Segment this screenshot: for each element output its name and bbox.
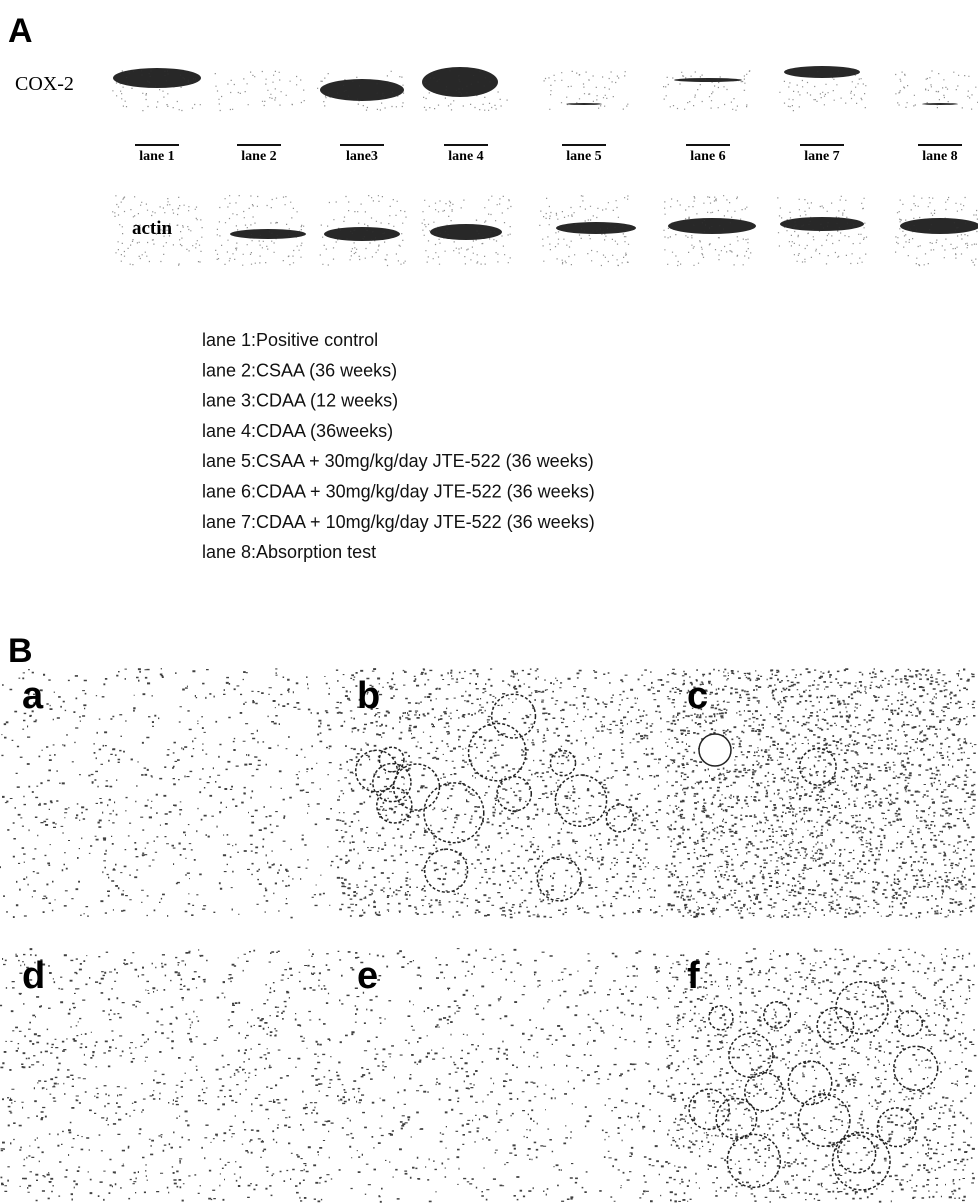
tissue-texture bbox=[335, 668, 665, 919]
vacuole bbox=[836, 1134, 877, 1174]
vacuole bbox=[490, 693, 537, 739]
micrograph: a bbox=[0, 668, 334, 919]
band bbox=[320, 79, 404, 101]
vacuole bbox=[744, 1071, 784, 1112]
micrograph: d bbox=[0, 948, 334, 1203]
legend-line: lane 8:Absorption test bbox=[202, 542, 376, 562]
cox2-label: COX-2 bbox=[15, 73, 74, 95]
blot bbox=[112, 66, 978, 267]
vacuole bbox=[549, 749, 577, 777]
vacuole bbox=[554, 774, 608, 827]
histology: a b c d e f bbox=[0, 668, 977, 1203]
tissue-texture bbox=[665, 948, 977, 1203]
tissue-texture bbox=[665, 668, 977, 919]
vacuole bbox=[605, 804, 635, 833]
vacuole bbox=[816, 1006, 855, 1045]
panel-letter: e bbox=[357, 955, 378, 997]
legend-line: lane 1:Positive control bbox=[202, 330, 378, 350]
vacuole bbox=[708, 1005, 734, 1031]
tissue-texture bbox=[336, 948, 664, 1203]
lane-label: lane 5 bbox=[566, 149, 601, 164]
lane-label: lane 2 bbox=[241, 149, 276, 164]
vacuole bbox=[423, 782, 485, 844]
vacuole bbox=[893, 1045, 939, 1091]
vacuole bbox=[797, 1093, 851, 1147]
band bbox=[324, 227, 400, 241]
panel-label: A bbox=[8, 12, 33, 50]
vacuole bbox=[763, 1000, 792, 1029]
actin-label: actin bbox=[132, 218, 173, 239]
vacuole bbox=[896, 1010, 924, 1037]
band bbox=[566, 103, 602, 105]
vacuole bbox=[372, 762, 412, 803]
panel-letter: b bbox=[357, 675, 380, 717]
vacuole bbox=[496, 775, 533, 812]
legend-line: lane 7:CDAA + 10mg/kg/day JTE-522 (36 we… bbox=[202, 512, 595, 532]
band bbox=[900, 218, 978, 234]
legend: lane 1:Positive control lane 2:CSAA (36 w… bbox=[202, 330, 595, 562]
band bbox=[230, 229, 306, 239]
legend-line: lane 3:CDAA (12 weeks) bbox=[202, 391, 398, 411]
vacuole bbox=[831, 1131, 891, 1191]
vacuole bbox=[376, 787, 413, 824]
vacuole bbox=[536, 856, 582, 902]
vacuole bbox=[423, 848, 469, 893]
vacuole bbox=[715, 1097, 758, 1140]
band bbox=[784, 66, 860, 78]
micrograph: c bbox=[665, 668, 977, 919]
panel-letter: f bbox=[687, 955, 700, 997]
band bbox=[422, 67, 498, 97]
vacuole bbox=[728, 1032, 774, 1079]
lane-label: lane 1 bbox=[139, 149, 174, 164]
vacuole bbox=[698, 733, 732, 767]
micrograph: e bbox=[336, 948, 664, 1203]
legend-line: lane 5:CSAA + 30mg/kg/day JTE-522 (36 we… bbox=[202, 451, 594, 471]
legend-line: lane 4:CDAA (36weeks) bbox=[202, 421, 393, 441]
lane-label: lane 4 bbox=[448, 149, 483, 164]
band bbox=[113, 68, 201, 88]
band bbox=[674, 78, 742, 82]
band bbox=[556, 222, 636, 234]
vacuole bbox=[378, 746, 405, 773]
vacuole bbox=[354, 749, 399, 793]
vacuole bbox=[467, 722, 527, 782]
legend-line: lane 6:CDAA + 30mg/kg/day JTE-522 (36 we… bbox=[202, 482, 595, 502]
vacuole bbox=[726, 1133, 782, 1189]
vacuole bbox=[787, 1060, 833, 1106]
vacuole bbox=[876, 1107, 917, 1148]
micrograph: b bbox=[335, 668, 665, 919]
lane-labels: lane 1 lane 2 lane3 lane 4 lane 5 lane 6 lane … bbox=[135, 144, 962, 164]
lane-label: lane 6 bbox=[690, 149, 725, 164]
band bbox=[430, 224, 502, 240]
panel-letter: c bbox=[687, 675, 708, 717]
band bbox=[780, 217, 864, 231]
panel-letter: a bbox=[22, 675, 44, 717]
lane-label: lane3 bbox=[346, 149, 378, 164]
lane-label: lane 7 bbox=[804, 149, 839, 164]
legend-line: lane 2:CSAA (36 weeks) bbox=[202, 360, 397, 380]
micrograph: f bbox=[665, 948, 977, 1203]
panel-letter: d bbox=[22, 955, 45, 997]
panel-label: B bbox=[8, 632, 33, 670]
lane-label: lane 8 bbox=[922, 149, 957, 164]
vacuole bbox=[798, 747, 837, 786]
vacuole bbox=[688, 1088, 730, 1131]
